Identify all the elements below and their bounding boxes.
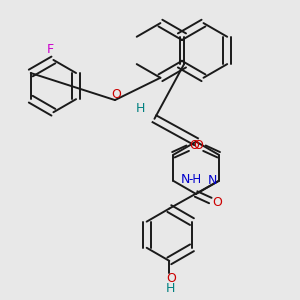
Text: F: F [47,43,54,56]
Text: O: O [112,88,122,101]
Text: O: O [212,196,222,209]
Text: H: H [166,282,176,295]
Text: O: O [193,139,203,152]
Text: N: N [181,173,190,186]
Text: N: N [208,174,217,188]
Text: -H: -H [189,173,202,186]
Text: O: O [189,139,199,152]
Text: H: H [136,102,145,115]
Text: O: O [166,272,176,285]
